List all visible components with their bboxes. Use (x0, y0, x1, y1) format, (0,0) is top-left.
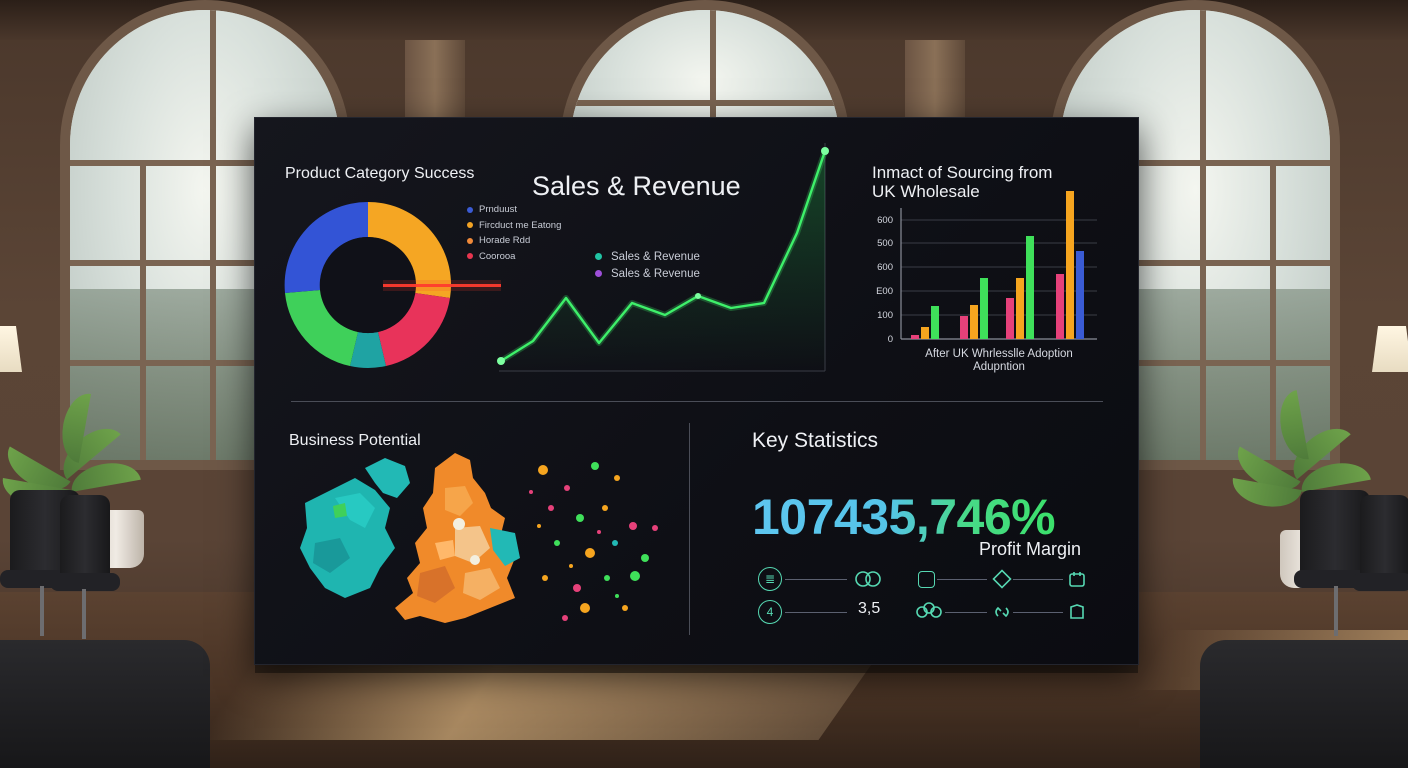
uk-ireland-map (300, 453, 658, 623)
bar (960, 316, 968, 339)
lamp-left (0, 326, 22, 372)
rings-icon (853, 567, 883, 591)
legend-dot (595, 253, 602, 260)
bar (931, 306, 939, 339)
y-tick-label: 600 (877, 215, 893, 226)
donut-segment-orange (368, 202, 452, 298)
y-tick-label: 500 (877, 238, 893, 249)
calendar-icon (914, 567, 938, 591)
bar (1076, 251, 1084, 339)
profit-margin-label: Profit Margin (979, 539, 1082, 559)
bar (921, 327, 929, 339)
legend-label: Fircduct me Eatong (479, 219, 562, 231)
dashboard-screen: Product Category Success Prnduust Fircdu… (254, 117, 1139, 665)
legend-item: Coorooa (467, 249, 561, 265)
connector-line (945, 612, 987, 613)
link-icon (990, 600, 1014, 624)
product-legend: Prnduust Fircduct me Eatong Horade Rdd C… (467, 202, 561, 264)
y-tick-label: 100 (877, 310, 893, 321)
legend-label: Prnduust (479, 204, 518, 216)
bar (1066, 191, 1074, 339)
key-statistics-title: Key Statistics (752, 429, 879, 452)
legend-label: Horade Rdd (479, 235, 531, 247)
sales-area-fill (501, 151, 825, 371)
list-icon: ≣ (758, 567, 782, 591)
y-tick-label: E00 (876, 286, 893, 297)
sales-point-end (821, 147, 829, 155)
business-potential-title: Business Potential (289, 432, 421, 449)
connector-line (1013, 612, 1063, 613)
legend-dot (467, 253, 473, 260)
map-data-points (529, 462, 658, 621)
impact-title: Inmact of Sourcing from UK Wholesale (872, 163, 1052, 201)
bar (911, 335, 919, 339)
connector-line (937, 579, 987, 580)
legend-item: Sales & Revenue (595, 265, 700, 282)
connector-line (1013, 579, 1063, 580)
secondary-stat-value: 3,5 (858, 600, 881, 617)
red-laser-highlight (383, 284, 501, 287)
connector-line (785, 579, 847, 580)
screen-shadow (255, 663, 1138, 673)
sales-point-start (497, 357, 505, 365)
wall-pillar-left (405, 40, 465, 120)
donut-segment-blue (284, 201, 368, 293)
legend-dot (467, 206, 473, 213)
donut-segment-teal (350, 332, 386, 368)
legend-label: Sales & Revenue (611, 267, 700, 280)
bar (1016, 278, 1024, 339)
impact-caption-line1: After UK Whrlesslle Adoption (925, 348, 1073, 360)
impact-caption: After UK Whrlesslle Adoption Adupntion (909, 348, 1089, 374)
lamp-right (1372, 326, 1408, 372)
bar (1056, 274, 1064, 339)
bar (1026, 236, 1034, 339)
legend-item: Fircduct me Eatong (467, 218, 561, 234)
donut-segment-red (378, 293, 450, 366)
shield-icon (1065, 600, 1089, 624)
bar (970, 305, 978, 339)
y-tick-label: 600 (877, 262, 893, 273)
legend-label: Coorooa (479, 250, 516, 262)
donut-segment-green (285, 290, 358, 366)
sales-revenue-title: Sales & Revenue (532, 171, 741, 201)
product-donut-chart (284, 201, 501, 368)
legend-item: Horade Rdd (467, 233, 561, 249)
sales-line-chart (497, 143, 829, 372)
impact-title-line2: UK Wholesale (872, 182, 980, 201)
armchair-left (0, 640, 210, 768)
section-divider (291, 401, 1103, 402)
impact-caption-line2: Adupntion (973, 361, 1025, 373)
profit-margin-value: 107435,746% (752, 489, 1056, 545)
bar (980, 278, 988, 339)
legend-item: Sales & Revenue (595, 248, 700, 265)
diamond-icon (990, 567, 1014, 591)
legend-label: Sales & Revenue (611, 250, 700, 263)
number-4-icon: 4 (758, 600, 782, 624)
section-divider-vertical (689, 423, 690, 635)
clover-icon (914, 600, 944, 624)
bar (1006, 298, 1014, 339)
sales-legend: Sales & Revenue Sales & Revenue (595, 248, 700, 282)
connector-line (785, 612, 847, 613)
legend-dot (467, 237, 473, 244)
legend-item: Prnduust (467, 202, 561, 218)
legend-dot (595, 270, 602, 277)
scotland-region (365, 458, 410, 498)
sales-line (500, 150, 827, 363)
legend-dot (467, 222, 473, 229)
product-category-title: Product Category Success (285, 165, 475, 182)
impact-title-line1: Inmact of Sourcing from (872, 163, 1053, 182)
armchair-right (1200, 640, 1408, 768)
sales-point (695, 293, 701, 299)
wall-pillar-right (905, 40, 965, 120)
impact-bar-chart (900, 191, 1097, 340)
y-tick-label: 0 (887, 334, 893, 345)
badge-icon (1065, 567, 1089, 591)
